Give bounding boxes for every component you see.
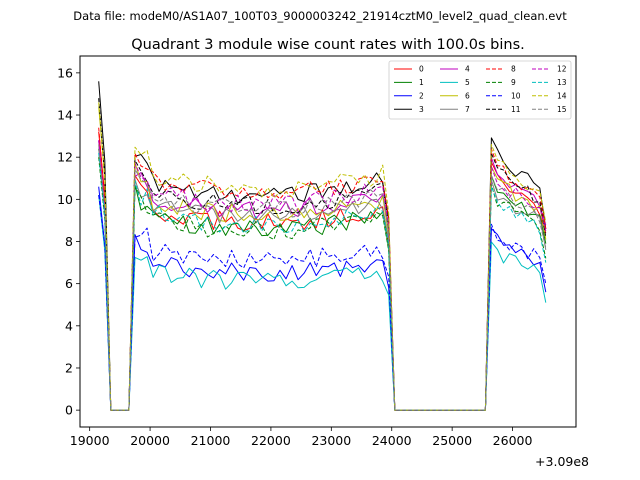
series-line-14 [98, 102, 547, 411]
series-line-9 [98, 157, 547, 411]
x-tick-label: 21000 [191, 433, 231, 448]
y-tick-label: 12 [57, 150, 73, 165]
series-line-0 [98, 131, 547, 411]
chart-title: Quadrant 3 module wise count rates with … [131, 37, 525, 53]
series-line-7 [98, 144, 547, 411]
y-tick-label: 0 [65, 403, 73, 418]
y-tick-label: 4 [65, 318, 73, 333]
series-line-6 [98, 106, 547, 411]
x-tick-label: 22000 [251, 433, 291, 448]
x-tick-label: 20000 [130, 433, 170, 448]
legend-label-6: 6 [465, 92, 470, 101]
legend-label-7: 7 [465, 105, 470, 114]
x-offset-label: +3.09e8 [535, 454, 589, 469]
legend-label-14: 14 [557, 92, 567, 101]
series-line-13 [98, 152, 547, 411]
series-line-5 [98, 195, 547, 411]
legend-label-11: 11 [511, 105, 521, 114]
legend-label-0: 0 [419, 65, 424, 74]
y-tick-label: 16 [57, 65, 73, 80]
legend-label-13: 13 [557, 78, 567, 87]
series-line-1 [98, 148, 547, 411]
legend-label-10: 10 [511, 92, 521, 101]
x-tick-label: 24000 [372, 433, 412, 448]
legend-label-12: 12 [557, 65, 567, 74]
legend-label-2: 2 [419, 92, 424, 101]
legend-label-4: 4 [465, 65, 470, 74]
y-tick-label: 14 [57, 108, 73, 123]
series-line-11 [98, 98, 547, 411]
x-tick-label: 26000 [493, 433, 533, 448]
legend-label-8: 8 [511, 65, 516, 74]
y-tick-label: 2 [65, 360, 73, 375]
chart-suptitle: Data file: modeM0/AS1A07_100T03_90000032… [73, 9, 567, 23]
x-tick-label: 19000 [70, 433, 110, 448]
y-tick-label: 8 [65, 234, 73, 249]
y-tick-label: 10 [57, 192, 73, 207]
legend-label-1: 1 [419, 78, 424, 87]
legend-box [388, 60, 572, 120]
legend-label-9: 9 [511, 78, 516, 87]
series-line-10 [98, 195, 547, 411]
axes-frame [79, 55, 577, 428]
y-tick-label: 6 [65, 276, 73, 291]
series-line-15 [98, 148, 547, 411]
legend-label-3: 3 [419, 105, 424, 114]
plot-area: 19000 20000 21000 22000 23000 24000 25000 26000… [57, 55, 577, 448]
x-tick-label: 25000 [432, 433, 472, 448]
legend-label-15: 15 [557, 105, 567, 114]
legend-label-5: 5 [465, 78, 470, 87]
x-tick-label: 23000 [311, 433, 351, 448]
